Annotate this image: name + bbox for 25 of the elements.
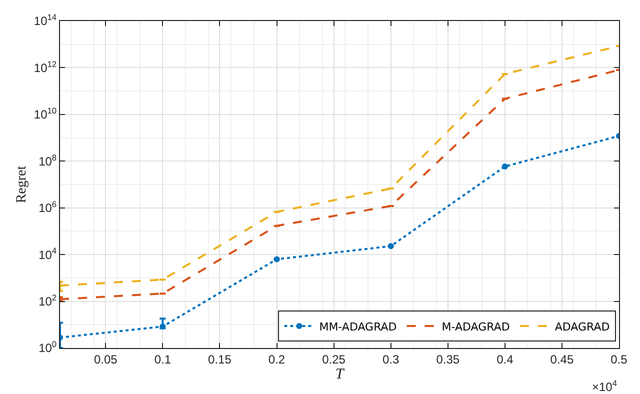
y-tick-label: 10$^{0}$ [38,339,57,356]
x-tick-label: 0.45 [550,352,574,366]
x-axis-title: T [335,366,346,382]
y-tick-label: 10$^{2}$ [38,292,57,308]
x-tick-label: 0.25 [322,352,346,366]
x-tick-label: 0.3 [382,352,400,366]
x-tick-label: 0.05 [94,352,118,366]
point [160,324,166,330]
y-tick-label: 10$^{14}$ [34,12,57,28]
x-tick-label: 0.15 [208,352,232,366]
y-tick-label: 10$^{8}$ [38,152,57,168]
y-tick-label: 10$^{4}$ [38,246,57,262]
y-tick-label: 10$^{6}$ [38,199,57,216]
y-axis-title: Regret [14,166,30,204]
x-tick-label: 0.4 [496,352,514,366]
legend-label: M-ADAGRAD [442,320,510,334]
x-tick-label: 0.5 [610,352,628,366]
x-tick-label: 0.1 [154,352,172,366]
x-tick-label: 0.35 [436,352,460,366]
y-tick-label: 10$^{12}$ [34,58,57,75]
legend-label: MM-ADAGRAD [319,320,397,334]
x-tick-label: 0.2 [268,352,286,366]
y-tick-label: 10$^{10}$ [34,106,57,122]
legend-label: ADAGRAD [554,320,610,334]
text: ×10$^{4}$ [592,378,618,394]
